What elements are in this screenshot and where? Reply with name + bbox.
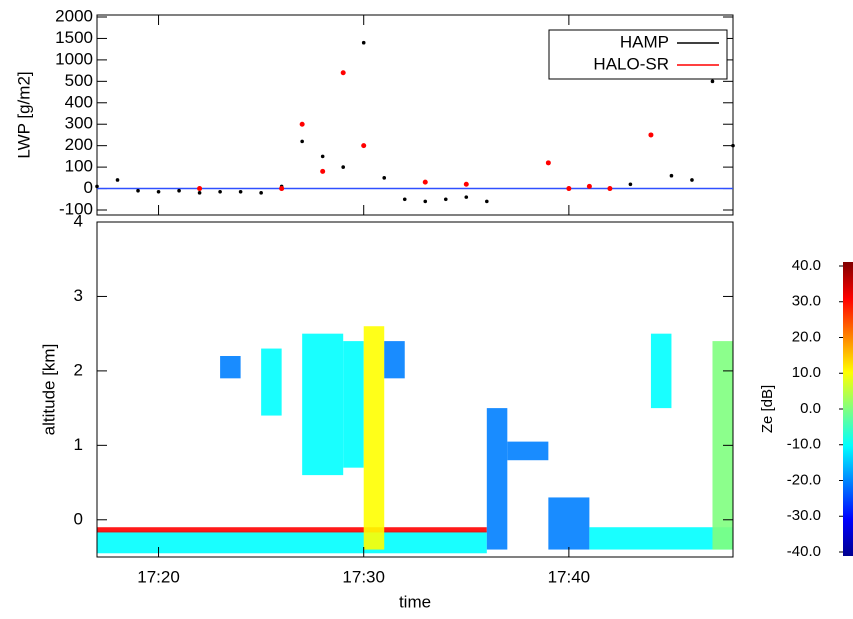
data-point — [690, 178, 694, 182]
radar-echo — [343, 341, 364, 468]
y-tick-label: 300 — [65, 114, 93, 133]
y-tick-label: 1500 — [55, 28, 93, 47]
data-point — [259, 191, 263, 195]
data-point — [156, 189, 161, 194]
data-point — [197, 191, 202, 195]
data-point — [197, 186, 203, 192]
data-point — [136, 188, 140, 193]
colorbar-tick-label: -30.0 — [787, 507, 821, 524]
y-tick-label: 500 — [65, 71, 93, 90]
data-point — [607, 186, 613, 192]
y-tick-label: 2 — [74, 360, 83, 379]
y-tick-label: 2000 — [55, 6, 93, 25]
data-point — [423, 199, 428, 204]
y-tick-label: 200 — [65, 135, 93, 154]
radar-echo — [712, 341, 733, 550]
data-point — [177, 188, 181, 193]
data-point — [95, 184, 99, 189]
radar-echo — [220, 356, 241, 379]
colorbar-tick-label: 0.0 — [800, 400, 821, 417]
colorbar-tick-label: -20.0 — [787, 471, 821, 488]
y-axis-label: altitude [km] — [39, 344, 58, 436]
plot-frame — [96, 221, 734, 558]
data-point — [710, 79, 715, 84]
data-point — [566, 186, 572, 192]
radar-echo — [507, 441, 549, 461]
legend-label: HAMP — [620, 32, 669, 51]
data-point — [115, 178, 120, 182]
colorbar-tick-label: 10.0 — [792, 364, 821, 381]
radar-echo — [548, 497, 590, 550]
y-tick-label: 3 — [74, 286, 83, 305]
y-axis-label: LWP [g/m2] — [14, 71, 33, 158]
data-point — [238, 189, 243, 194]
data-point — [341, 165, 345, 169]
data-point — [299, 121, 305, 127]
colorbar-tick-label: -10.0 — [787, 436, 821, 453]
data-point — [628, 182, 633, 187]
colorbar-tick-label: 30.0 — [792, 293, 821, 310]
y-tick-label: 0 — [74, 509, 83, 528]
x-axis-label: time — [399, 592, 431, 611]
x-tick-label: 17:30 — [342, 567, 385, 586]
data-point — [464, 195, 469, 199]
data-point — [340, 70, 346, 76]
data-point — [545, 160, 551, 166]
radar-echo — [261, 348, 282, 416]
y-tick-label: 0 — [84, 178, 93, 197]
colorbar-tick-label: 20.0 — [792, 328, 821, 345]
y-tick-label: -100 — [59, 199, 93, 218]
colorbar-tick-label: 40.0 — [792, 257, 821, 274]
data-point — [218, 189, 222, 194]
data-point — [279, 186, 285, 192]
radar-echo — [97, 530, 487, 554]
data-point — [485, 199, 489, 204]
data-point — [300, 139, 304, 144]
colorbar-tick-label: -40.0 — [787, 543, 821, 560]
radar-echo — [650, 333, 672, 409]
data-point — [463, 181, 469, 187]
data-point — [586, 183, 592, 189]
colorbar — [843, 262, 853, 556]
radar-echo — [302, 333, 344, 476]
y-tick-label: 100 — [65, 157, 93, 176]
legend-label: HALO-SR — [593, 54, 669, 73]
data-point — [669, 173, 674, 178]
y-tick-label: 400 — [65, 92, 93, 111]
legend-box — [548, 29, 728, 80]
data-point — [402, 197, 407, 202]
data-point — [731, 143, 735, 148]
radar-echo — [97, 527, 487, 533]
data-point — [361, 143, 367, 149]
data-point — [422, 179, 428, 185]
data-point — [443, 197, 448, 202]
y-tick-label: 1000 — [55, 49, 93, 68]
x-tick-label: 17:40 — [548, 567, 591, 586]
radar-echo — [384, 341, 405, 379]
y-tick-label: 1 — [74, 435, 83, 454]
data-point — [382, 176, 387, 180]
colorbar-label: Ze [dB] — [759, 385, 776, 433]
data-point — [648, 132, 654, 138]
radar-echo — [486, 408, 508, 550]
data-point — [361, 40, 366, 45]
data-point — [320, 168, 326, 174]
plot-frame — [96, 14, 734, 216]
x-tick-label: 17:20 — [137, 567, 180, 586]
radar-echo — [363, 326, 385, 550]
y-tick-label: 4 — [74, 211, 83, 230]
radar-echo — [589, 527, 733, 550]
data-point — [320, 154, 325, 159]
